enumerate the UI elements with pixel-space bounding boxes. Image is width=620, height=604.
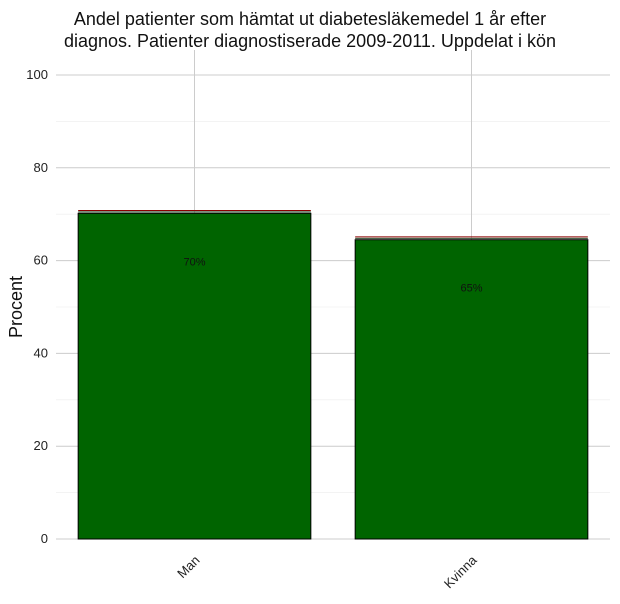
y-tick-label: 40 bbox=[34, 345, 48, 360]
data-label: 70% bbox=[183, 256, 205, 268]
y-tick-label: 80 bbox=[34, 160, 48, 175]
bar-kvinna bbox=[354, 239, 589, 540]
x-tick-label: Man bbox=[174, 553, 202, 581]
data-label: 65% bbox=[460, 283, 482, 295]
y-tick-label: 20 bbox=[34, 438, 48, 453]
chart-title: Andel patienter som hämtat ut diabeteslä… bbox=[0, 8, 620, 52]
y-tick-label: 0 bbox=[41, 531, 48, 546]
y-tick-label: 100 bbox=[26, 67, 48, 82]
y-tick-label: 60 bbox=[34, 253, 48, 268]
bar-man bbox=[77, 212, 312, 540]
chart-title-line1: Andel patienter som hämtat ut diabeteslä… bbox=[73, 9, 547, 29]
chart-title-line2: diagnos. Patienter diagnostiserade 2009-… bbox=[63, 31, 556, 51]
x-tick-label: Kvinna bbox=[441, 552, 480, 591]
y-axis-label: Procent bbox=[6, 276, 26, 338]
